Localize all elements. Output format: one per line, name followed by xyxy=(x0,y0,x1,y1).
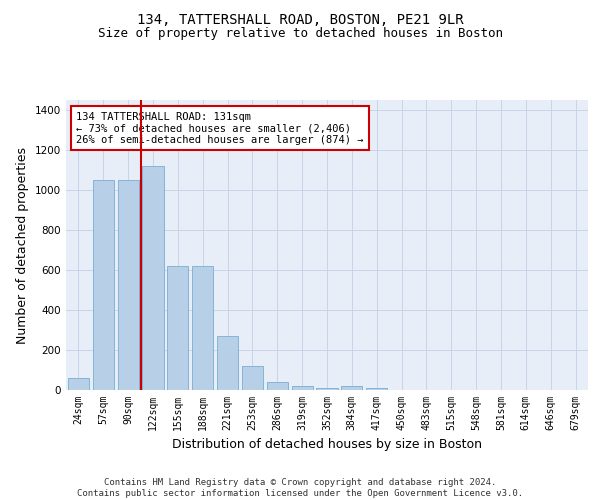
Bar xyxy=(267,382,288,390)
Bar xyxy=(316,388,338,390)
Text: 134 TATTERSHALL ROAD: 131sqm
← 73% of detached houses are smaller (2,406)
26% of: 134 TATTERSHALL ROAD: 131sqm ← 73% of de… xyxy=(76,112,364,145)
X-axis label: Distribution of detached houses by size in Boston: Distribution of detached houses by size … xyxy=(172,438,482,452)
Bar xyxy=(242,366,263,390)
Bar xyxy=(68,378,89,390)
Bar xyxy=(217,336,238,390)
Bar xyxy=(366,388,387,390)
Bar xyxy=(93,180,114,390)
Bar xyxy=(142,166,164,390)
Text: Contains HM Land Registry data © Crown copyright and database right 2024.
Contai: Contains HM Land Registry data © Crown c… xyxy=(77,478,523,498)
Bar xyxy=(167,266,188,390)
Text: 134, TATTERSHALL ROAD, BOSTON, PE21 9LR: 134, TATTERSHALL ROAD, BOSTON, PE21 9LR xyxy=(137,12,463,26)
Bar xyxy=(341,386,362,390)
Bar xyxy=(192,266,213,390)
Bar xyxy=(292,386,313,390)
Y-axis label: Number of detached properties: Number of detached properties xyxy=(16,146,29,344)
Bar xyxy=(118,180,139,390)
Text: Size of property relative to detached houses in Boston: Size of property relative to detached ho… xyxy=(97,28,503,40)
